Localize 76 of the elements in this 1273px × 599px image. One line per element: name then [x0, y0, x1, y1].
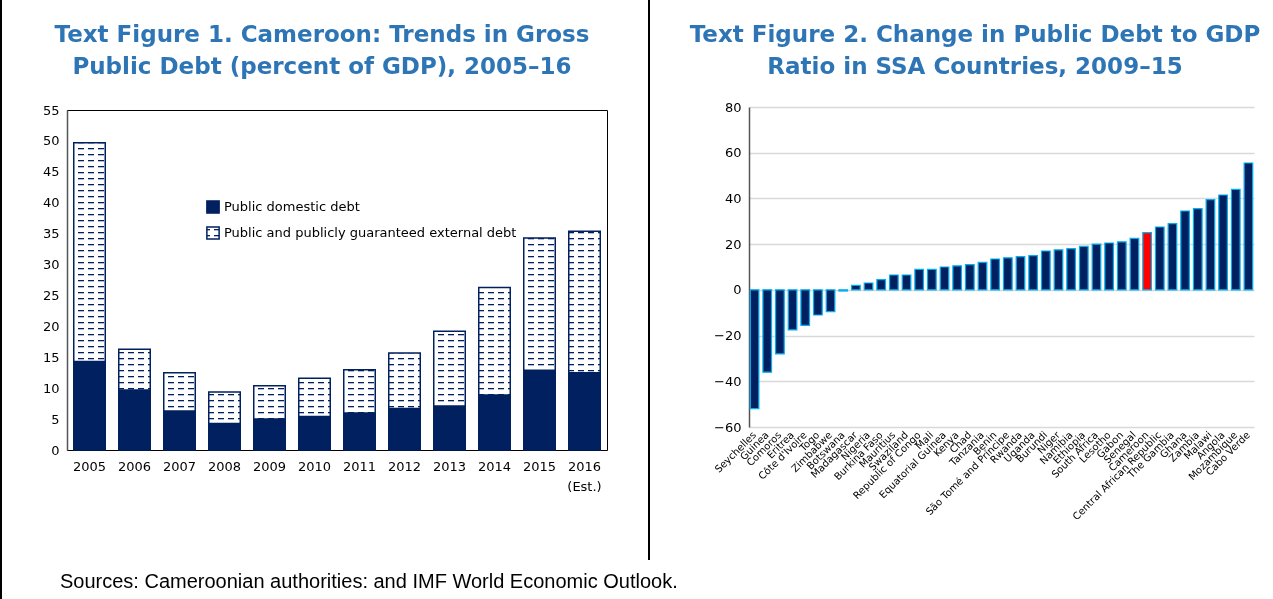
bar	[1028, 254, 1039, 291]
y-tick-label: 5	[51, 411, 60, 427]
bar	[939, 266, 950, 291]
legend-label: Public and publicly guaranteed external debt	[224, 225, 517, 240]
bar	[1205, 198, 1216, 291]
bar	[800, 289, 811, 326]
bar	[850, 284, 861, 291]
bar	[787, 289, 798, 331]
bar	[977, 261, 988, 291]
y-tick-label: 80	[724, 99, 742, 115]
y-tick-label: 40	[42, 195, 60, 211]
bar	[1243, 162, 1254, 291]
bar	[1218, 194, 1229, 291]
bar	[1015, 256, 1026, 291]
bar	[914, 268, 925, 291]
x-tick-label: 2006	[117, 458, 152, 474]
x-tick-label: 2005	[72, 458, 107, 474]
x-tick-label: 2013	[432, 458, 467, 474]
y-tick-label: −20	[714, 328, 742, 344]
x-tick-label: 2007	[162, 458, 197, 474]
bar	[1192, 208, 1203, 291]
x-tick-label: 2009	[252, 458, 287, 474]
source-note: Sources: Cameroonian authorities: and IMF World Economic Outlook.	[60, 570, 678, 593]
bar	[876, 278, 887, 291]
x-tick-label: 2008	[207, 458, 242, 474]
bar	[749, 289, 760, 410]
bar	[990, 258, 1001, 291]
x-tick-label: 2012	[387, 458, 422, 474]
chart-title: Text Figure 1. Cameroon: Trends in Gross Public Debt (percent of GDP), 2005–16	[53, 20, 591, 81]
bar	[1078, 245, 1089, 291]
bar	[964, 264, 975, 291]
bar	[1066, 248, 1077, 291]
y-tick-label: 0	[733, 282, 742, 298]
y-tick-label: 20	[42, 318, 60, 334]
bar	[1154, 226, 1165, 291]
bar	[762, 289, 773, 373]
bar	[901, 274, 912, 291]
bar	[1116, 241, 1127, 291]
y-tick-label: 50	[42, 133, 60, 149]
y-tick-label: 30	[42, 257, 60, 273]
y-tick-label: −40	[714, 373, 742, 389]
x-tick-label: 2015	[522, 458, 557, 474]
bar	[1129, 237, 1140, 291]
y-tick-label: 45	[42, 164, 60, 180]
bar	[1167, 222, 1178, 291]
bar	[1180, 210, 1191, 291]
bar	[812, 289, 823, 316]
bar	[1230, 188, 1241, 291]
bar	[1040, 250, 1051, 291]
bar	[1091, 243, 1102, 291]
x-tick-label: 2014	[477, 458, 512, 474]
y-tick-label: 55	[42, 102, 60, 118]
y-tick-label: 40	[724, 190, 742, 206]
y-tick-label: −60	[714, 419, 742, 435]
x-tick-label: 2016 (Est.)	[567, 458, 602, 494]
y-tick-label: 60	[724, 145, 742, 161]
y-tick-label: 20	[724, 236, 742, 252]
chart-title: Text Figure 2. Change in Public Debt to GDP Ratio in SSA Countries, 2009–15	[688, 20, 1262, 81]
y-tick-label: 25	[42, 287, 60, 303]
x-tick-label: 2011	[342, 458, 377, 474]
bar	[1053, 249, 1064, 291]
y-tick-label: 0	[51, 442, 60, 458]
bar	[863, 282, 874, 291]
bar	[1104, 242, 1115, 291]
bar	[952, 265, 963, 291]
bar	[1142, 232, 1153, 291]
x-tick-label: 2010	[297, 458, 332, 474]
legend-label: Public domestic debt	[224, 199, 360, 214]
bar	[825, 289, 836, 313]
y-tick-label: 10	[42, 380, 60, 396]
bar	[926, 268, 937, 291]
y-tick-label: 15	[42, 349, 60, 365]
bar	[1002, 257, 1013, 291]
y-tick-label: 35	[42, 226, 60, 242]
bar	[888, 274, 899, 291]
bar	[774, 289, 785, 355]
